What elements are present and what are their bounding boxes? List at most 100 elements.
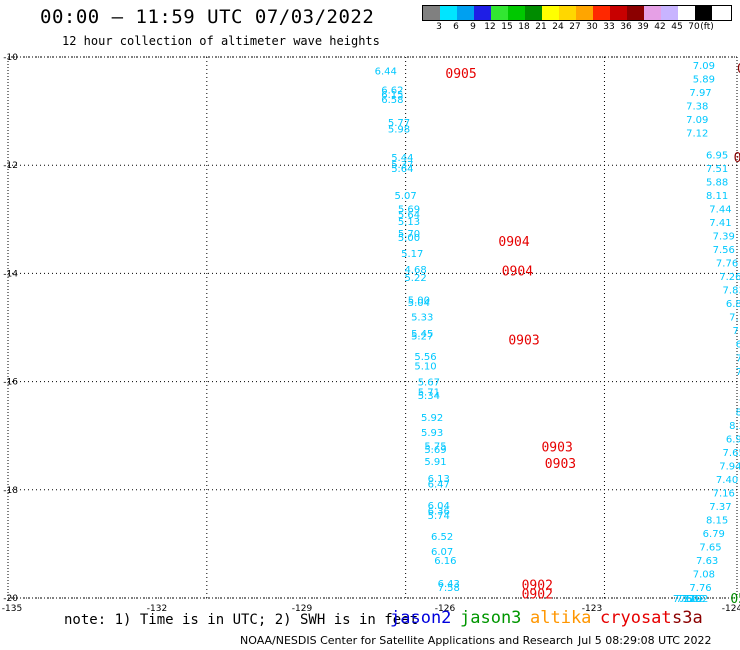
swh-value: 6.94 bbox=[726, 434, 740, 445]
x-tick-label: -126 bbox=[435, 604, 456, 614]
legend-swatch bbox=[559, 6, 576, 20]
footnote: note: 1) Time is in UTC; 2) SWH is in fe… bbox=[64, 612, 419, 628]
swh-value: 6.07 bbox=[431, 547, 453, 558]
swh-value: 4.68 bbox=[404, 265, 426, 276]
swh-value: 7.12 bbox=[686, 129, 708, 140]
swh-value: 8.2 bbox=[736, 407, 740, 418]
swh-value: 7.50 bbox=[676, 594, 698, 605]
legend-label: (ft) bbox=[700, 22, 714, 32]
satellite-s3a: s3a bbox=[672, 608, 703, 628]
swh-value: 5.34 bbox=[418, 391, 440, 402]
pass-time-label: 0904 bbox=[498, 235, 529, 250]
swh-value: 6.95 bbox=[706, 150, 728, 161]
page-title: 00:00 – 11:59 UTC 07/03/2022 bbox=[40, 6, 375, 28]
legend-swatch bbox=[661, 6, 678, 20]
legend-swatch bbox=[593, 6, 610, 20]
swh-value: 5.64 bbox=[391, 164, 413, 175]
pass-time-label: 0905 bbox=[445, 67, 476, 82]
legend-label: 39 bbox=[637, 22, 649, 32]
swh-value: 7.10 bbox=[679, 594, 701, 605]
y-tick-label: -20 bbox=[3, 594, 18, 604]
swh-value: 6.58 bbox=[381, 95, 403, 106]
swh-value: 7.76 bbox=[689, 583, 711, 594]
swh-value: 5.75 bbox=[424, 441, 446, 452]
swh-value: 7.41 bbox=[709, 218, 731, 229]
swh-value: 6.84 bbox=[726, 299, 740, 310]
legend-label: 33 bbox=[603, 22, 615, 32]
credit-text: NOAA/NESDIS Center for Satellite Applica… bbox=[240, 634, 574, 647]
swh-value: 6.16 bbox=[434, 556, 456, 567]
legend-label: 24 bbox=[552, 22, 564, 32]
swh-value: 6.92 bbox=[686, 594, 708, 605]
swh-value: 7.17 bbox=[729, 313, 740, 324]
swh-value: 6.36 bbox=[428, 506, 450, 517]
legend-label: 12 bbox=[484, 22, 496, 32]
swh-value: 7.65 bbox=[723, 448, 740, 459]
swh-value: 6.47 bbox=[428, 479, 450, 490]
wave-height-values: 6.446.626.156.585.775.985.445.375.645.07… bbox=[375, 61, 740, 605]
legend-swatch bbox=[508, 6, 525, 20]
legend-swatch bbox=[576, 6, 593, 20]
y-tick-label: -16 bbox=[3, 378, 18, 388]
swh-value: 6.79 bbox=[703, 529, 725, 540]
legend-swatch bbox=[491, 6, 508, 20]
swh-value: 7.09 bbox=[686, 115, 708, 126]
pass-time-label: 0549 bbox=[730, 592, 740, 607]
pass-time-label: 061 bbox=[734, 151, 740, 166]
satellite-cryosat: cryosat bbox=[600, 608, 672, 628]
legend-swatch bbox=[678, 6, 695, 20]
pass-time-label: 0903 bbox=[545, 457, 576, 472]
legend-swatch bbox=[457, 6, 474, 20]
swh-value: 5.77 bbox=[388, 118, 410, 129]
swh-value: 7.58 bbox=[438, 583, 460, 594]
y-tick-label: -10 bbox=[3, 53, 18, 63]
plot-frame bbox=[7, 56, 738, 599]
satellite-altika: altika bbox=[530, 608, 592, 628]
swh-value: 5.70 bbox=[398, 229, 420, 240]
x-tick-label: -129 bbox=[292, 604, 313, 614]
swh-value: 6.13 bbox=[428, 474, 450, 485]
swh-value: 8.15 bbox=[706, 516, 728, 527]
pass-time-label: 0904 bbox=[502, 265, 533, 280]
swh-value: 5.91 bbox=[424, 457, 446, 468]
swh-value: 6.44 bbox=[375, 67, 397, 78]
axis-labels: -10 -12 -14 -16 -18 -20-135 -132 -129 -126 -123 -1… bbox=[2, 53, 740, 614]
swh-value: 7.63 bbox=[736, 367, 740, 378]
legend-swatch bbox=[627, 6, 644, 20]
legend-label: 6 bbox=[453, 22, 459, 32]
swh-value: 5.22 bbox=[404, 273, 426, 284]
swh-value: 5.07 bbox=[395, 191, 417, 202]
swh-value: 5.74 bbox=[428, 511, 450, 522]
legend-label: 70 bbox=[688, 22, 700, 32]
legend-label: 9 bbox=[470, 22, 476, 32]
swh-value: 5.71 bbox=[418, 387, 440, 398]
swh-value: 7.09 bbox=[693, 61, 715, 72]
legend-swatches bbox=[422, 5, 732, 21]
swh-value: 7.56 bbox=[713, 245, 735, 256]
swh-value: 8.11 bbox=[706, 191, 728, 202]
swh-value: 7.38 bbox=[686, 102, 708, 113]
x-tick-label: -124 bbox=[722, 604, 740, 614]
x-tick-label: -132 bbox=[147, 604, 167, 614]
swh-value: 5.10 bbox=[414, 361, 436, 372]
x-tick-label: -123 bbox=[582, 604, 602, 614]
legend-label: 15 bbox=[501, 22, 513, 32]
legend-swatch bbox=[542, 6, 559, 20]
grid-lines bbox=[7, 56, 738, 599]
pass-time-label: 0902 bbox=[522, 578, 553, 593]
swh-value: 5.27 bbox=[411, 332, 433, 343]
swh-value: 5.89 bbox=[693, 75, 715, 86]
swh-value: 7.63 bbox=[696, 556, 718, 567]
legend-label: 21 bbox=[535, 22, 547, 32]
legend-label: 27 bbox=[569, 22, 581, 32]
swh-value: 7.44 bbox=[709, 204, 731, 215]
swh-value: 6.78 bbox=[736, 340, 740, 351]
swh-value: 7.40 bbox=[716, 475, 738, 486]
swh-value: 7.17 bbox=[673, 594, 695, 605]
legend-label: 30 bbox=[586, 22, 598, 32]
swh-value: 5.56 bbox=[414, 352, 436, 363]
pass-time-label: 0903 bbox=[508, 333, 539, 348]
swh-value: 5.98 bbox=[388, 124, 410, 135]
swh-value: 7.51 bbox=[706, 164, 728, 175]
